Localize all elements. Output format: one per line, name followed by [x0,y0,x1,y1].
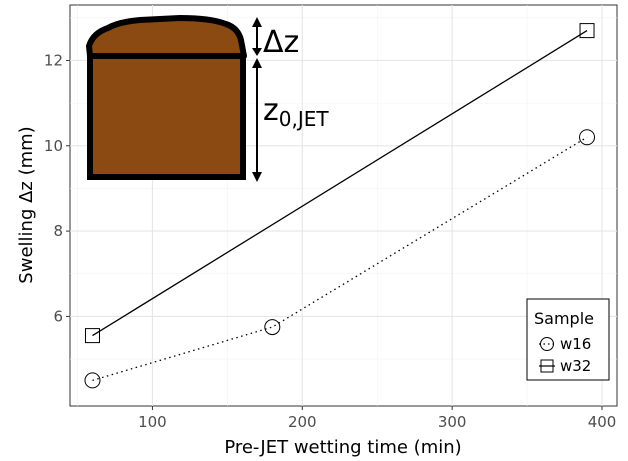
y-tick-label: 12 [44,51,63,69]
inset-schematic: Δz z0,JET [86,15,329,182]
delta-z-arrowhead-down [252,48,262,56]
legend-label-w32: w32 [560,357,591,375]
legend-label-w16: w16 [560,335,591,353]
legend-title: Sample [534,309,594,328]
y-tick-label: 6 [53,307,63,325]
x-tick-label: 200 [288,413,317,431]
legend-key-w32 [539,359,555,373]
x-axis-title: Pre-JET wetting time (min) [224,437,461,458]
y-axis-title: Swelling Δz (mm) [16,126,37,283]
legend-key-w16-marker [540,337,554,351]
y-tick-label: 8 [53,222,63,240]
data-point-w32 [84,328,100,344]
data-point-w32 [579,23,595,39]
inset-swollen-top [86,15,247,59]
legend-key-w16 [539,337,555,351]
y-tick-label: 10 [44,137,63,155]
legend-key-w32-marker [540,359,554,373]
z0-arrowhead-up [252,58,262,68]
x-tick-label: 100 [138,413,167,431]
z0-label-subscript: 0,JET [279,107,330,131]
data-point-w16 [84,372,101,389]
legend: Sample w16 w32 [526,298,610,381]
axis-ticks: 100 200 300 400 6 8 10 12 [44,51,616,431]
z0-arrowhead-down [252,172,262,182]
series-line-w32 [92,30,588,337]
delta-z-arrowhead-up [252,17,262,27]
inset-sample-body [87,53,246,180]
x-tick-label: 300 [438,413,467,431]
x-tick-label: 400 [588,413,617,431]
data-series [84,23,596,389]
z0-label-main: z [263,93,279,128]
delta-z-label: Δz [263,25,299,60]
data-point-w16 [264,319,281,336]
data-point-w16 [579,129,596,146]
z0-label: z0,JET [263,93,329,131]
